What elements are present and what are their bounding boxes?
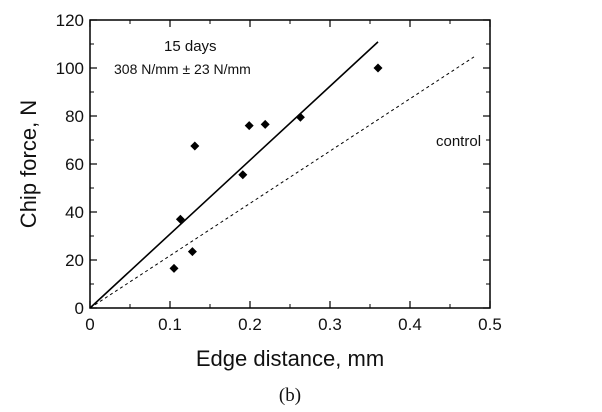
data-point [260,119,270,129]
data-point [373,63,383,73]
annotation-days: 15 days [164,38,217,55]
x-tick-label: 0.2 [238,315,262,334]
y-tick-label: 20 [65,251,84,270]
x-tick-label: 0.1 [158,315,182,334]
x-tick-label: 0 [85,315,94,334]
data-point [175,214,185,224]
figure-caption: (b) [279,385,301,406]
data-points [169,63,383,273]
data-point [190,141,200,151]
annotation-control: control [436,133,481,150]
data-point [169,263,179,273]
data-point [295,112,305,122]
x-tick-label: 0.5 [478,315,502,334]
y-tick-label: 120 [56,11,84,30]
annotation-stiffness: 308 N/mm ± 23 N/mm [114,61,251,77]
y-axis-title: Chip force, N [16,100,41,228]
fit-line [89,41,379,309]
data-point [238,170,248,180]
data-point [187,247,197,257]
x-tick-label: 0.4 [398,315,422,334]
control-line [89,56,475,309]
y-tick-label: 0 [75,299,84,318]
y-tick-label: 100 [56,59,84,78]
y-tick-label: 60 [65,155,84,174]
y-tick-label: 40 [65,203,84,222]
data-point [244,121,254,131]
x-tick-label: 0.3 [318,315,342,334]
axis-ticks [89,19,491,309]
axis-tick-labels: 0 0.1 0.2 0.3 0.4 0.5 0 20 40 60 80 100 120 [56,11,502,334]
y-tick-label: 80 [65,107,84,126]
fit-lines [89,41,475,309]
x-axis-title: Edge distance, mm [196,346,384,371]
